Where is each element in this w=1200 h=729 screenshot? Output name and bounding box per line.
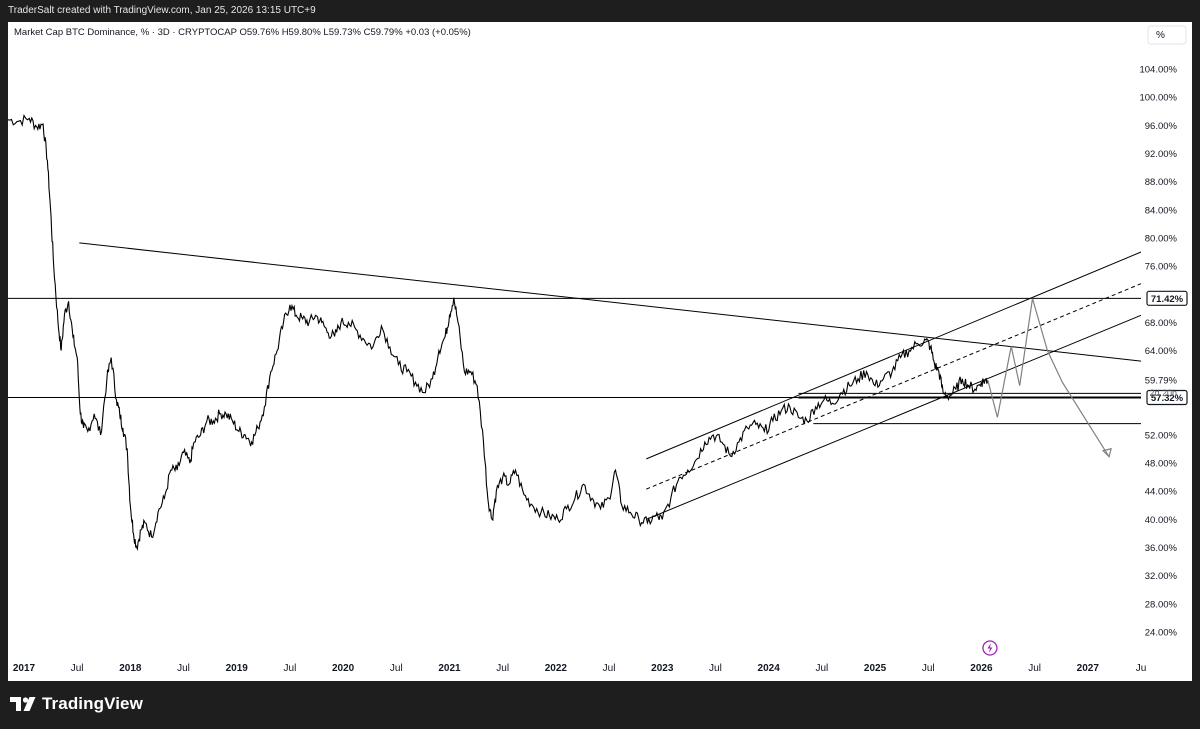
legend-segment: O59.76% [239,27,281,38]
trendline [646,314,1142,520]
legend-layer: Market Cap BTC Dominance, % · 3D · CRYPT… [14,27,471,38]
y-tick-label: 36.00% [1145,543,1178,554]
trendline [79,242,1142,362]
x-tick-label: 2021 [438,663,461,674]
countdown-label: 2d 20h [1149,388,1177,398]
chart-legend: Market Cap BTC Dominance, % · 3D · CRYPT… [14,27,471,38]
y-tick-label: 84.00% [1145,205,1178,216]
x-tick-label: 2024 [758,663,781,674]
y-tick-label: 64.00% [1145,346,1178,357]
drawings-layer [8,242,1142,520]
x-tick-label: 2027 [1077,663,1100,674]
y-tick-label: 76.00% [1145,262,1178,273]
x-tick-label: 2023 [651,663,674,674]
y-tick-label: 96.00% [1145,121,1178,132]
x-tick-label: Jul [177,663,190,674]
y-tick-label: 44.00% [1145,487,1178,498]
x-tick-label: 2022 [545,663,568,674]
unit-button [1147,25,1187,45]
x-tick-label: 2026 [970,663,993,674]
x-tick-label: Jul [1028,663,1041,674]
price-axis-background [1141,22,1192,681]
y-tick-label: 80.00% [1145,233,1178,244]
footer-logo: TradingView [10,694,143,714]
axes-layer: 24.00% 28.00% 32.00% 36.00% 40.00% 44.00% 48.0… [8,22,1192,681]
x-tick-label: Jul [922,663,935,674]
tradingview-wordmark: TradingView [42,694,143,713]
y-tick-label: 48.00% [1145,459,1178,470]
y-tick-label: 68.00% [1145,318,1178,329]
level-label-box [1146,389,1188,406]
projection-arrowhead [1101,447,1112,458]
level-label-box [1146,290,1188,306]
current-price-label: 59.79% [1145,376,1178,387]
btc-dominance-line [8,113,989,552]
legend-segment: L59.73% [323,27,363,38]
y-tick-label: 104.00% [1139,65,1177,76]
channel-midline [646,283,1142,490]
x-tick-label: 2017 [13,663,36,674]
y-tick-label: 92.00% [1145,149,1178,160]
y-tick-label: 40.00% [1145,515,1178,526]
y-tick-label: 52.00% [1145,430,1178,441]
x-tick-label: Jul [71,663,84,674]
unit-button-label: % [1156,30,1165,41]
x-tick-label: 2019 [226,663,249,674]
x-tick-label: Jul [709,663,722,674]
level-label-text: 71.42% [1151,294,1184,305]
x-tick-label: Ju [1136,663,1147,674]
x-tick-label: Jul [284,663,297,674]
projection-layer [987,298,1112,458]
x-tick-label: Jul [496,663,509,674]
y-tick-label: 28.00% [1145,599,1178,610]
x-tick-label: 2020 [332,663,355,674]
price-layer [8,113,989,552]
x-tick-label: Jul [603,663,616,674]
projection-path [987,298,1110,458]
y-tick-label: 32.00% [1145,571,1178,582]
x-tick-label: 2018 [119,663,142,674]
chart-svg[interactable]: 24.00% 28.00% 32.00% 36.00% 40.00% 44.00% 48.0… [8,22,1192,681]
x-tick-label: Jul [390,663,403,674]
legend-segment: C59.79% [364,27,406,38]
y-tick-label: 88.00% [1145,177,1178,188]
legend-segment: +0.03 (+0.05%) [405,27,471,38]
y-tick-label: 100.00% [1139,93,1177,104]
tradingview-logo-icon [10,697,36,711]
legend-segment: H59.80% [282,27,324,38]
trendline [646,251,1142,460]
x-tick-label: 2025 [864,663,887,674]
lightning-glyph [987,643,993,653]
legend-segment: Market Cap BTC Dominance, % · 3D · CRYPT… [14,27,239,38]
chart-frame[interactable]: 24.00% 28.00% 32.00% 36.00% 40.00% 44.00% 48.0… [8,22,1192,681]
header-credit: TraderSalt created with TradingView.com,… [8,5,316,16]
y-tick-label: 24.00% [1145,627,1178,638]
x-tick-label: Jul [815,663,828,674]
level-label-text: 57.32% [1151,393,1184,404]
